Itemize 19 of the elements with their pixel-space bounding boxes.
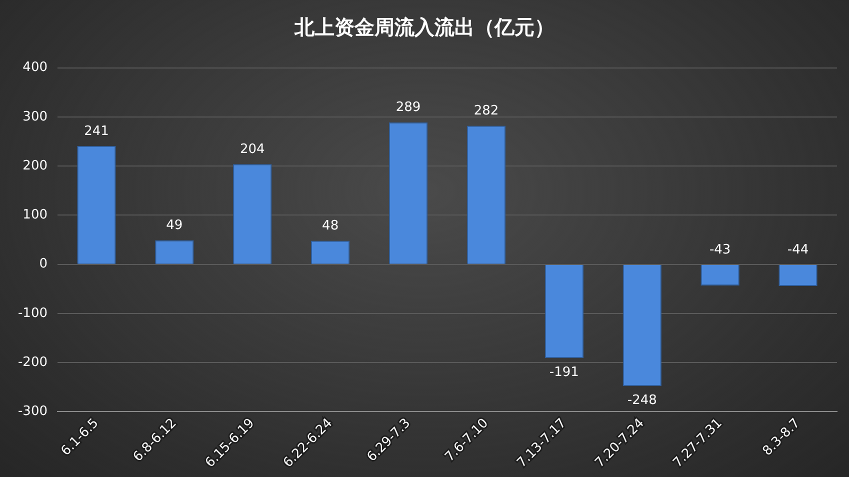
y-tick-label: 200 bbox=[22, 158, 48, 174]
data-label: 204 bbox=[240, 142, 265, 157]
chart-title: 北上资金周流入流出（亿元） bbox=[293, 14, 556, 41]
data-label: -248 bbox=[627, 393, 657, 408]
data-label: 241 bbox=[84, 124, 109, 139]
data-label: -44 bbox=[787, 242, 809, 258]
data-label: -191 bbox=[549, 365, 579, 380]
data-label: 49 bbox=[166, 218, 183, 234]
y-tick-label: 400 bbox=[22, 60, 48, 76]
y-tick-label: 100 bbox=[22, 208, 48, 223]
y-tick-label: -200 bbox=[18, 354, 48, 370]
data-label: 48 bbox=[322, 218, 339, 234]
y-tick-label: 0 bbox=[39, 256, 48, 272]
y-tick-label: -100 bbox=[18, 306, 48, 321]
y-tick-label: 300 bbox=[22, 109, 48, 124]
data-label: 289 bbox=[396, 100, 421, 116]
data-label: 282 bbox=[474, 104, 499, 119]
y-tick-label: -300 bbox=[18, 404, 48, 420]
data-label: -43 bbox=[709, 242, 731, 258]
